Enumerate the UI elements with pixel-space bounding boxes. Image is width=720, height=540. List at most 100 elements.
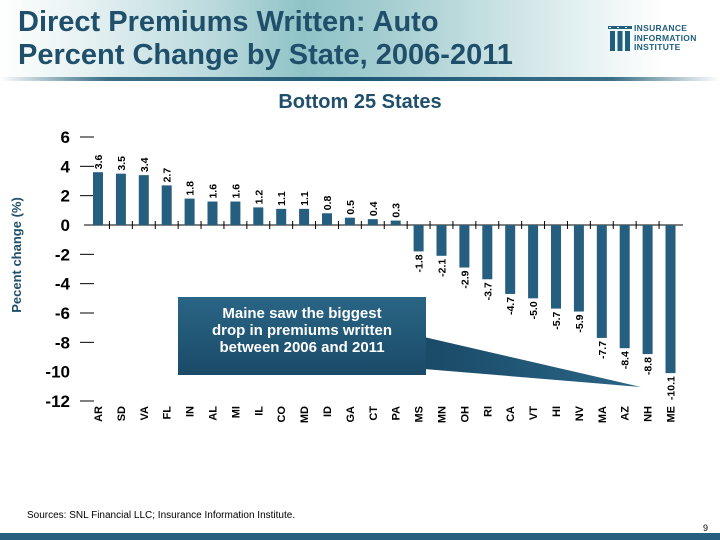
- value-label: 1.1: [299, 191, 311, 206]
- y-axis: 6 4 2 0 -2 -4 -6 -8 -10 -12: [45, 128, 94, 411]
- category-label: VT: [528, 406, 540, 420]
- category-label: IL: [253, 406, 265, 416]
- callout-box: [178, 297, 641, 387]
- slide-title: Direct Premiums Written: Auto Percent Ch…: [18, 6, 513, 72]
- category-label: ID: [322, 406, 334, 417]
- category-label: SD: [116, 406, 128, 421]
- bar: [528, 225, 539, 299]
- category-label: NV: [574, 405, 586, 421]
- value-label: 1.1: [276, 191, 288, 206]
- value-label: 0.8: [322, 196, 334, 211]
- bar: [573, 225, 584, 312]
- bar: [230, 201, 241, 225]
- logo-line: INSTITUTE: [634, 42, 681, 52]
- bar: [482, 225, 493, 280]
- y-tick-label: 6: [61, 128, 70, 147]
- value-label: 3.5: [116, 156, 128, 171]
- value-label: -7.7: [597, 341, 609, 359]
- value-label: -8.8: [643, 357, 655, 375]
- bar: [93, 172, 103, 225]
- x-ticks: [108, 221, 660, 229]
- value-label: -5.9: [574, 314, 586, 332]
- bar: [436, 225, 447, 256]
- bar: [505, 225, 516, 294]
- callout-text: Maine saw the biggest drop in premiums w…: [178, 305, 426, 356]
- value-label: -8.4: [620, 351, 632, 369]
- bar: [367, 219, 378, 225]
- category-label: MA: [597, 406, 609, 423]
- category-label: NH: [643, 406, 655, 422]
- bar: [322, 213, 332, 225]
- iii-logo-icon: [608, 26, 632, 51]
- header-divider: [0, 77, 720, 81]
- title-line-2: Percent Change by State, 2006-2011: [18, 39, 513, 71]
- bar: [299, 208, 310, 225]
- callout-line: Maine saw the biggest: [222, 305, 382, 322]
- category-label: CO: [276, 406, 288, 423]
- category-label: HI: [551, 406, 563, 417]
- value-label: -4.7: [505, 297, 517, 315]
- y-tick-label: -12: [45, 392, 70, 411]
- value-label: 1.2: [253, 190, 265, 205]
- bar: [665, 225, 676, 374]
- y-tick-label: -6: [55, 304, 70, 323]
- category-labels: AR SD VA FL IN AL MI IL CO MD ID GA CT PA MS MN OH RI CA VT…: [93, 405, 678, 423]
- y-tick-label: 0: [61, 216, 70, 235]
- bar: [207, 201, 218, 225]
- category-label: IN: [185, 406, 197, 417]
- bar: [138, 175, 149, 225]
- value-label: 3.4: [139, 157, 151, 172]
- value-label: 0.4: [368, 201, 380, 216]
- value-label: -5.7: [551, 311, 563, 329]
- value-labels: 3.6 3.5 3.4 2.7 1.8 1.6 1.6 1.2 1.1 1.1 0.8 0.5 0.4 0…: [93, 154, 678, 400]
- value-label: 0.3: [391, 203, 403, 218]
- y-tick-label: -2: [55, 245, 70, 264]
- category-label: MS: [414, 406, 426, 423]
- value-label: 3.6: [93, 154, 105, 169]
- y-tick-label: 4: [61, 157, 71, 176]
- logo-text: INSURANCE INFORMATION INSTITUTE: [634, 23, 697, 53]
- bar: [344, 217, 355, 225]
- category-label: ME: [666, 406, 678, 423]
- iii-logo: INSURANCE INFORMATION INSTITUTE: [608, 23, 718, 54]
- bar: [115, 173, 126, 225]
- category-label: MD: [299, 406, 311, 423]
- category-label: OH: [459, 406, 471, 423]
- bar: [161, 185, 172, 225]
- y-tick-label: -10: [45, 363, 70, 382]
- category-label: PA: [391, 406, 403, 421]
- y-tick-label: -8: [55, 333, 70, 352]
- logo-line: INSURANCE: [634, 23, 688, 33]
- value-label: -5.0: [528, 301, 540, 319]
- category-label: CA: [505, 406, 517, 422]
- value-label: -10.1: [666, 376, 678, 400]
- bars: [93, 172, 676, 374]
- category-label: CT: [368, 406, 380, 421]
- bar: [253, 207, 264, 225]
- callout-rect: [178, 297, 426, 375]
- category-label: AZ: [620, 406, 632, 421]
- value-label: -3.7: [482, 282, 494, 300]
- callout-line: between 2006 and 2011: [219, 339, 385, 356]
- y-tick-label: 2: [61, 187, 70, 206]
- category-label: RI: [482, 406, 494, 417]
- bar: [276, 208, 287, 225]
- value-label: 2.7: [162, 168, 174, 183]
- category-label: VA: [139, 406, 151, 421]
- page-number: 9: [703, 523, 709, 533]
- bar: [596, 225, 607, 338]
- bar: [619, 225, 630, 349]
- value-label: -2.1: [437, 259, 449, 277]
- bar: [642, 225, 653, 355]
- category-label: GA: [345, 406, 357, 423]
- callout-pointer: [424, 337, 641, 387]
- footer-bar: [0, 533, 720, 540]
- category-label: MI: [230, 406, 242, 418]
- y-tick-label: -4: [55, 275, 71, 294]
- value-label: 0.5: [345, 200, 357, 215]
- y-axis-label: Pecent change (%): [9, 197, 24, 313]
- bar: [390, 220, 401, 225]
- category-label: MN: [437, 406, 449, 423]
- source-note: Sources: SNL Financial LLC; Insurance In…: [27, 510, 296, 521]
